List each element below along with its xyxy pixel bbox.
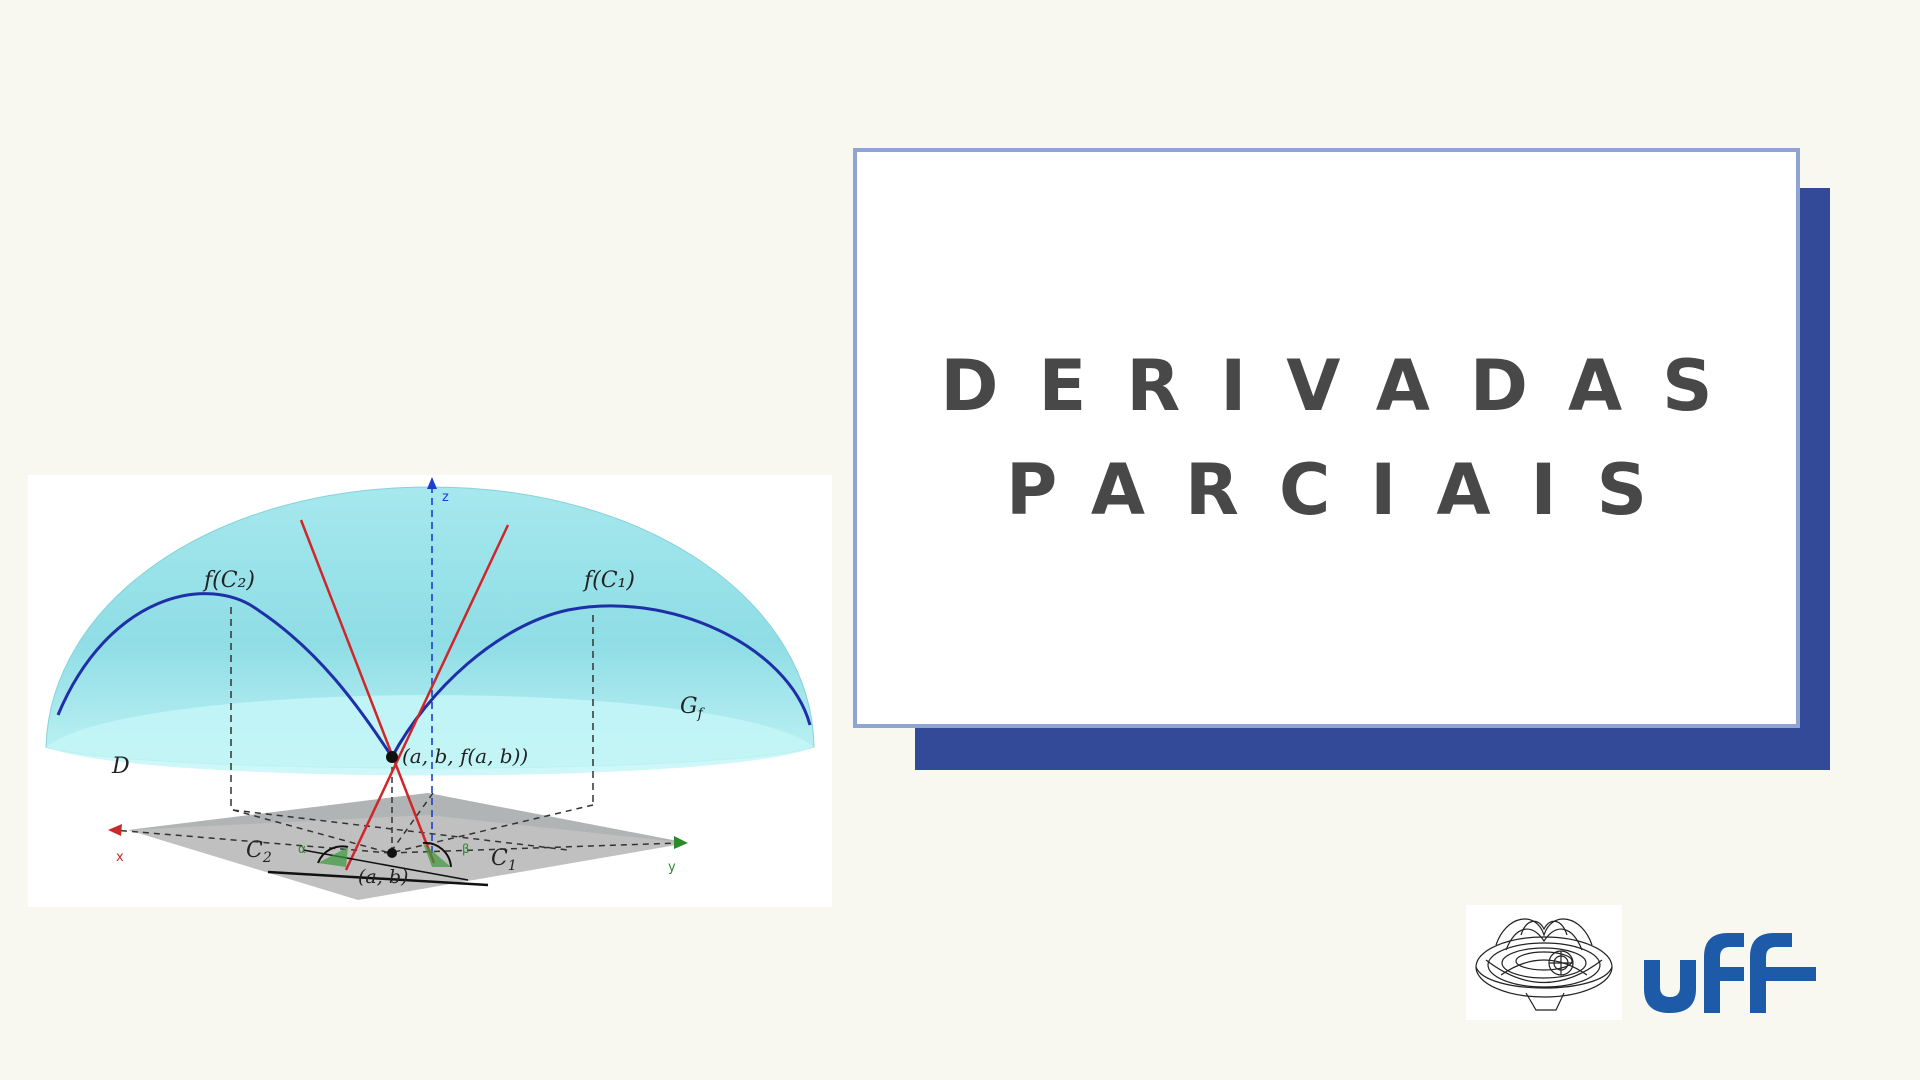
label-f-c1: f(C₁) bbox=[582, 568, 635, 593]
title-card: DERIVADAS PARCIAIS bbox=[853, 148, 1800, 728]
label-c2: C2 bbox=[246, 838, 272, 866]
point-on-surface bbox=[386, 751, 398, 763]
label-axis-x: x bbox=[116, 850, 124, 865]
title-line-2: PARCIAIS bbox=[1005, 449, 1687, 531]
point-ab bbox=[387, 848, 397, 858]
mathematics-department-emblem-icon bbox=[1466, 905, 1622, 1020]
uff-logo-icon bbox=[1644, 933, 1816, 1013]
label-c1: C1 bbox=[491, 846, 517, 874]
label-beta: β bbox=[462, 842, 470, 856]
label-f-c2: f(C₂) bbox=[202, 568, 255, 593]
label-ab: (a, b) bbox=[358, 866, 408, 888]
dome-lower-band bbox=[46, 695, 814, 776]
label-domain: D bbox=[111, 754, 130, 779]
tangent-line-1 bbox=[299, 519, 436, 864]
tangent-line-2 bbox=[344, 524, 510, 871]
axis-y bbox=[389, 842, 679, 854]
label-point: (a, b, f(a, b)) bbox=[402, 744, 528, 768]
logos bbox=[1466, 905, 1826, 1020]
base-plane-back bbox=[128, 793, 688, 843]
partial-derivatives-figure: f(C₂) f(C₁) Gf D (a, b, f(a, b)) C2 C1 (… bbox=[28, 475, 832, 907]
curve-f-c1 bbox=[390, 604, 812, 758]
label-alpha: α bbox=[298, 842, 306, 856]
label-gf: Gf bbox=[680, 694, 706, 722]
label-axis-z: z bbox=[442, 490, 449, 505]
title-line-1: DERIVADAS bbox=[940, 345, 1753, 427]
label-axis-y: y bbox=[668, 860, 676, 875]
curve-f-c2 bbox=[56, 592, 394, 758]
